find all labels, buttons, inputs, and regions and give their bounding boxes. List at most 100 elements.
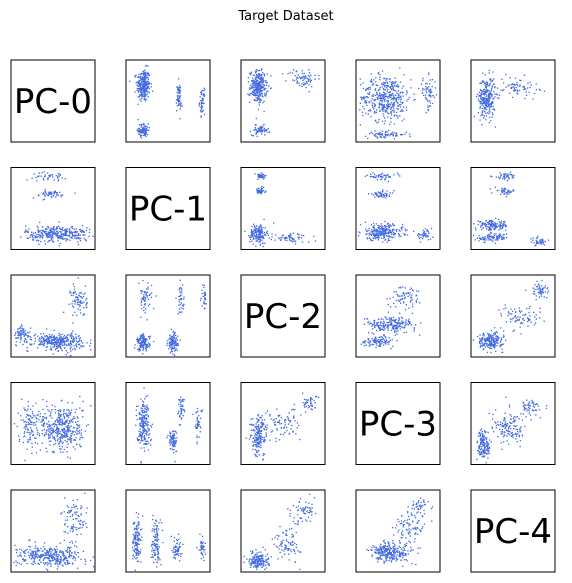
scatter-point <box>402 227 403 228</box>
scatter-point <box>406 90 407 91</box>
scatter-point <box>431 228 432 229</box>
scatter-point <box>389 236 390 237</box>
scatter-point <box>548 290 549 291</box>
scatter-point <box>65 230 66 231</box>
scatter-point <box>85 299 86 300</box>
scatter-point <box>378 225 379 226</box>
scatter-point <box>69 420 70 421</box>
scatter-point <box>428 72 429 73</box>
scatter-point <box>200 117 201 118</box>
scatter-point <box>37 347 38 348</box>
scatter-point <box>491 88 492 89</box>
scatter-point <box>392 346 393 347</box>
scatter-point <box>39 337 40 338</box>
scatter-point <box>138 283 139 284</box>
scatter-point <box>258 241 259 242</box>
scatter-point <box>370 174 371 175</box>
scatter-point <box>203 95 204 96</box>
scatter-point <box>484 111 485 112</box>
scatter-point <box>475 229 476 230</box>
scatter-point <box>264 232 265 233</box>
scatter-point <box>386 100 387 101</box>
scatter-point <box>145 344 146 345</box>
scatter-point <box>422 90 423 91</box>
scatter-point <box>367 322 368 323</box>
scatter-point <box>156 295 157 296</box>
scatter-point <box>51 239 52 240</box>
scatter-point <box>505 340 506 341</box>
scatter-point <box>134 344 135 345</box>
panel-2-4 <box>471 275 555 357</box>
scatter-point <box>37 176 38 177</box>
scatter-point <box>251 134 252 135</box>
scatter-point <box>489 100 490 101</box>
scatter-point <box>288 235 289 236</box>
scatter-point <box>252 234 253 235</box>
scatter-point <box>81 410 82 411</box>
scatter-point <box>400 99 401 100</box>
scatter-point <box>71 421 72 422</box>
scatter-point <box>134 347 135 348</box>
scatter-point <box>56 175 57 176</box>
scatter-point <box>283 235 284 236</box>
scatter-point <box>138 104 139 105</box>
scatter-point <box>387 89 388 90</box>
scatter-point <box>258 130 259 131</box>
scatter-point <box>380 235 381 236</box>
scatter-point <box>483 349 484 350</box>
scatter-point <box>397 340 398 341</box>
scatter-point <box>491 343 492 344</box>
scatter-point <box>502 344 503 345</box>
scatter-point <box>49 237 50 238</box>
scatter-point <box>380 176 381 177</box>
scatter-point <box>491 102 492 103</box>
scatter-point <box>200 111 201 112</box>
scatter-point <box>253 85 254 86</box>
scatter-point <box>375 177 376 178</box>
scatter-point <box>258 131 259 132</box>
scatter-point <box>86 307 87 308</box>
scatter-point <box>153 308 154 309</box>
scatter-point <box>256 97 257 98</box>
scatter-point <box>491 229 492 230</box>
scatter-point <box>534 93 535 94</box>
scatter-point <box>86 240 87 241</box>
scatter-point <box>372 240 373 241</box>
scatter-point <box>59 174 60 175</box>
scatter-point <box>371 326 372 327</box>
scatter-point <box>487 112 488 113</box>
scatter-point <box>358 231 359 232</box>
scatter-point <box>400 82 401 83</box>
scatter-point <box>388 240 389 241</box>
scatter-point <box>70 355 71 356</box>
scatter-point <box>250 239 251 240</box>
scatter-point <box>386 196 387 197</box>
scatter-point <box>255 94 256 95</box>
scatter-point <box>42 193 43 194</box>
scatter-point <box>250 237 251 238</box>
scatter-point <box>514 309 515 310</box>
scatter-point <box>80 303 81 304</box>
scatter-point <box>74 286 75 287</box>
scatter-point <box>144 99 145 100</box>
scatter-point <box>377 179 378 180</box>
scatter-point <box>378 176 379 177</box>
scatter-point <box>405 228 406 229</box>
scatter-point <box>136 339 137 340</box>
scatter-point <box>137 130 138 131</box>
scatter-point <box>80 238 81 239</box>
scatter-point <box>58 226 59 227</box>
scatter-point <box>262 126 263 127</box>
scatter-point <box>392 110 393 111</box>
scatter-point <box>490 120 491 121</box>
scatter-point <box>144 133 145 134</box>
scatter-point <box>52 231 53 232</box>
scatter-point <box>40 422 41 423</box>
scatter-point <box>56 233 57 234</box>
scatter-point <box>485 113 486 114</box>
scatter-point <box>412 303 413 304</box>
scatter-point <box>406 304 407 305</box>
scatter-point <box>81 340 82 341</box>
scatter-point <box>178 104 179 105</box>
scatter-point <box>46 401 47 402</box>
